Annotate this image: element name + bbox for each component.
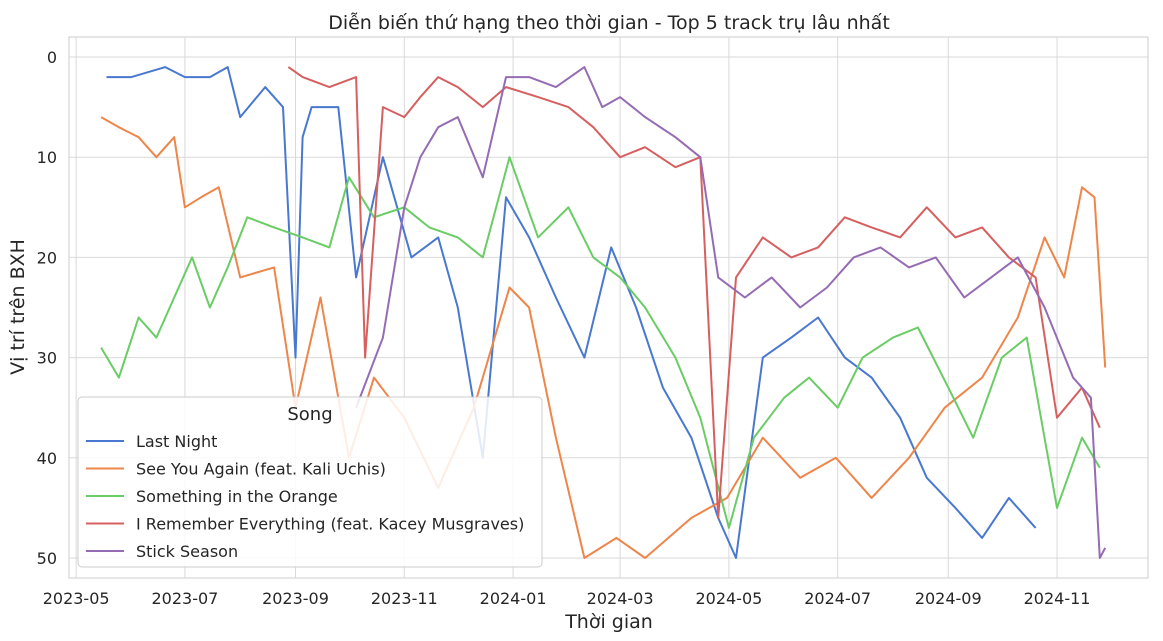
y-axis-ticks: 0 10 20 30 40 50 [37, 48, 57, 568]
legend-label: Something in the Orange [136, 487, 338, 506]
y-tick-label: 20 [37, 248, 57, 267]
legend-box [77, 396, 543, 568]
y-tick-label: 30 [37, 349, 57, 368]
grid [69, 37, 1148, 578]
series-line-2 [100, 116, 1107, 559]
x-tick-label: 2024-11 [1024, 589, 1091, 608]
legend-title: Song [287, 404, 332, 425]
x-tick-label: 2023-05 [43, 589, 110, 608]
x-axis-title: Thời gian [564, 611, 653, 633]
legend-label: Stick Season [136, 542, 238, 561]
series-lines [100, 66, 1107, 559]
x-tick-label: 2023-11 [371, 589, 438, 608]
x-tick-label: 2024-03 [587, 589, 654, 608]
legend-items: Last Night See You Again (feat. Kali Uchi… [86, 432, 524, 561]
x-tick-label: 2024-05 [695, 589, 762, 608]
x-tick-label: 2024-07 [804, 589, 871, 608]
y-tick-label: 0 [47, 48, 57, 67]
legend-label: I Remember Everything (feat. Kacey Musgr… [136, 515, 524, 534]
legend: Song Last Night See You Again (feat. Kali… [77, 396, 543, 568]
x-tick-label: 2023-09 [262, 589, 329, 608]
series-line-5 [355, 66, 1107, 559]
y-tick-label: 50 [37, 549, 57, 568]
y-tick-label: 10 [37, 148, 57, 167]
y-axis-title: Vị trí trên BXH [7, 239, 29, 375]
x-tick-label: 2024-09 [915, 589, 982, 608]
chart-title: Diễn biến thứ hạng theo thời gian - Top … [328, 11, 890, 34]
y-tick-label: 40 [37, 449, 57, 468]
series-line-4 [287, 66, 1101, 519]
legend-label: See You Again (feat. Kali Uchis) [136, 460, 386, 479]
series-line-3 [100, 156, 1101, 529]
legend-label: Last Night [136, 432, 217, 451]
x-tick-label: 2024-01 [480, 589, 547, 608]
x-tick-label: 2023-07 [151, 589, 218, 608]
x-axis-ticks: 2023-05 2023-07 2023-09 2023-11 2024-01 2024-… [43, 589, 1091, 608]
